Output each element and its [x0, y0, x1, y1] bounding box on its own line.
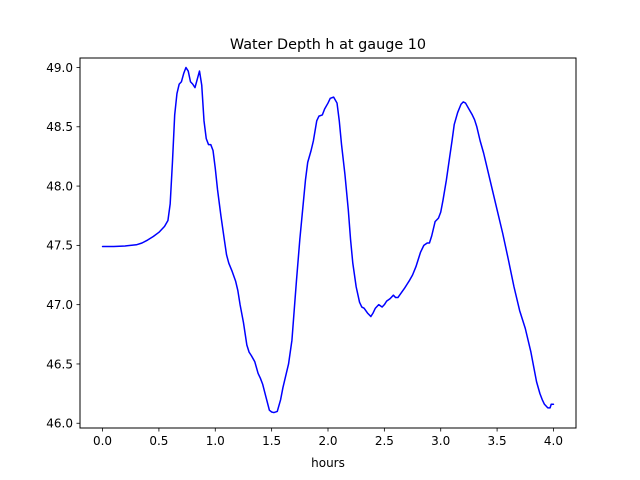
x-tick-label: 0.5	[149, 434, 168, 448]
x-tick-label: 0.0	[93, 434, 112, 448]
y-tick-label: 47.5	[46, 239, 73, 253]
x-tick-label: 1.0	[206, 434, 225, 448]
x-tick-label: 4.0	[544, 434, 563, 448]
x-tick-label: 3.0	[431, 434, 450, 448]
x-tick-label: 2.0	[318, 434, 337, 448]
plot-area-frame	[79, 57, 577, 429]
series-line-0	[101, 66, 555, 414]
series-layer	[101, 66, 555, 414]
y-tick-label: 48.5	[46, 120, 73, 134]
y-tick-label: 49.0	[46, 61, 73, 75]
x-axis-ticks: 0.0 0.5 1.0 1.5 2.0 2.5 3.0 3.5 4.0	[93, 428, 563, 448]
chart-title: Water Depth h at gauge 10	[230, 37, 426, 53]
x-axis-label: hours	[311, 456, 345, 470]
y-tick-label: 46.5	[46, 357, 73, 371]
y-tick-label: 48.0	[46, 179, 73, 193]
x-tick-label: 3.5	[488, 434, 507, 448]
x-tick-label: 1.5	[262, 434, 281, 448]
y-axis-ticks: 46.0 46.5 47.0 47.5 48.0 48.5 49.0	[46, 61, 80, 431]
y-tick-label: 47.0	[46, 298, 73, 312]
y-tick-label: 46.0	[46, 417, 73, 431]
x-tick-label: 2.5	[375, 434, 394, 448]
